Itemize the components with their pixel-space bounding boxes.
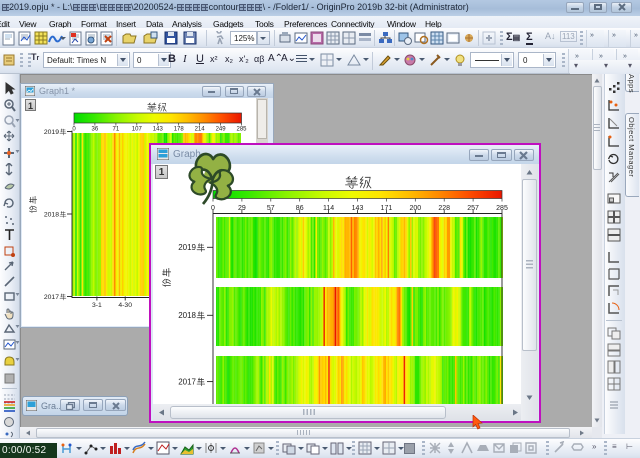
svg-text:29: 29: [238, 205, 246, 212]
svg-text:143: 143: [153, 127, 164, 133]
svg-text:3-1: 3-1: [92, 302, 102, 309]
svg-text:200: 200: [409, 205, 421, 212]
svg-text:178: 178: [174, 127, 185, 133]
svg-text:2019: 2019: [44, 129, 59, 136]
svg-text:249: 249: [216, 127, 227, 133]
svg-text:285: 285: [236, 127, 247, 133]
svg-text:214: 214: [195, 127, 206, 133]
svg-text:2018: 2018: [44, 212, 59, 219]
svg-text:2018: 2018: [178, 311, 196, 320]
svg-text:2019: 2019: [178, 243, 196, 252]
svg-text:0: 0: [72, 127, 76, 133]
svg-text:57: 57: [267, 205, 275, 212]
svg-text:36: 36: [92, 127, 99, 133]
svg-text:257: 257: [467, 205, 479, 212]
svg-text:2017: 2017: [178, 377, 196, 386]
svg-text:71: 71: [113, 127, 120, 133]
svg-text:107: 107: [132, 127, 143, 133]
svg-text:285: 285: [496, 205, 508, 212]
svg-text:143: 143: [352, 205, 364, 212]
svg-text:0: 0: [211, 205, 215, 212]
svg-text:2017: 2017: [44, 294, 59, 301]
svg-text:228: 228: [438, 205, 450, 212]
svg-text:171: 171: [381, 205, 393, 212]
svg-text:114: 114: [323, 205, 334, 212]
svg-text:86: 86: [296, 205, 304, 212]
svg-text:4-30: 4-30: [118, 302, 132, 309]
